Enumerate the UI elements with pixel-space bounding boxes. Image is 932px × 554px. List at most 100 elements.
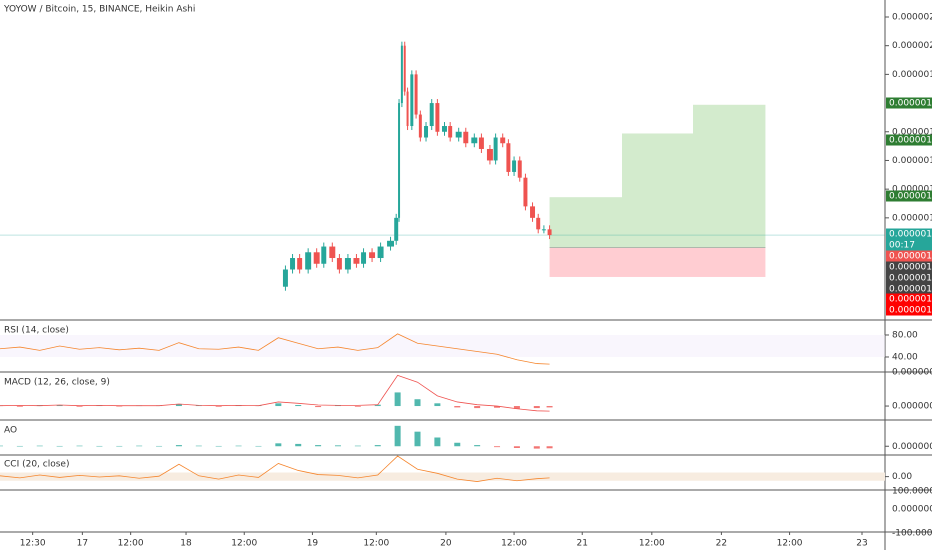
y-tick-label: 0.00000000 — [892, 402, 932, 412]
macd-bar — [494, 406, 501, 408]
candle — [442, 126, 447, 132]
macd-bar — [215, 406, 222, 407]
x-tick-label: 20 — [440, 539, 452, 549]
ao-bar — [36, 445, 43, 447]
macd-bar — [374, 404, 381, 407]
candle — [448, 126, 453, 138]
ao-bar — [195, 445, 202, 447]
y-tick-label: 80.00 — [892, 330, 918, 340]
x-tick-label: 12:00 — [501, 539, 527, 549]
ao-bar — [96, 445, 103, 447]
ao-bar — [0, 445, 3, 447]
ao-bar — [235, 445, 242, 447]
price-label: 0.00000167 — [889, 230, 932, 240]
price-label: 0.00000167 — [889, 252, 932, 262]
ao-bar — [354, 445, 361, 447]
x-tick-label: 12:00 — [231, 539, 257, 549]
candle — [282, 269, 288, 287]
macd-bar — [16, 406, 23, 407]
candle — [406, 91, 409, 127]
candle — [435, 103, 440, 132]
x-tick-label: 23 — [856, 539, 867, 549]
candle — [387, 240, 395, 247]
price-label-box — [886, 97, 932, 109]
y-tick-label: 0.00000010 — [892, 368, 932, 378]
macd-bar — [474, 406, 481, 409]
ao-bar — [295, 443, 302, 447]
macd-bar — [275, 403, 282, 407]
y-tick-label: 0.00000185 — [892, 127, 932, 137]
candle — [463, 131, 469, 144]
cci-line — [0, 455, 550, 482]
target-zone — [693, 104, 766, 248]
candle — [512, 160, 517, 172]
price-label-box — [886, 134, 932, 146]
ao-bar — [414, 431, 421, 447]
price-label: 00:17 — [889, 241, 915, 251]
price-label: 0.00000165 — [889, 274, 932, 284]
y-tick-label: 0.00000170 — [892, 213, 932, 223]
y-tick-label: 100.00000000 — [892, 487, 932, 497]
rsi-band — [0, 334, 885, 357]
candle — [523, 177, 528, 207]
ao-bar — [56, 445, 63, 447]
macd-bar — [56, 405, 63, 407]
y-tick-label: 40.00 — [892, 352, 918, 362]
candle — [541, 229, 546, 231]
pane-title: CCI (20, close) — [4, 460, 69, 470]
candle — [547, 229, 552, 236]
pane-title: MACD (12, 26, close, 9) — [4, 378, 110, 388]
x-tick-label: 12:00 — [363, 539, 389, 549]
y-tick-label: 0.00000000 — [892, 505, 932, 515]
ao-bar — [175, 445, 182, 447]
price-label: 0.00000160 — [889, 306, 932, 316]
price-label: 0.00000174 — [889, 192, 932, 202]
candle — [536, 217, 541, 230]
candle — [329, 246, 336, 259]
macd-bar — [315, 406, 322, 408]
ao-bar — [156, 445, 163, 447]
candle — [403, 45, 406, 92]
x-tick-label: 12:00 — [639, 539, 665, 549]
candle — [517, 160, 522, 178]
x-tick-label: 18 — [180, 539, 192, 549]
chart-title: YOYOW / Bitcoin, 15, BINANCE, Heikin Ash… — [3, 5, 195, 15]
ao-bar — [374, 445, 381, 447]
x-tick-label: 12:00 — [118, 539, 144, 549]
price-label-box — [886, 190, 932, 202]
candle — [394, 217, 399, 241]
x-tick-label: 21 — [577, 539, 588, 549]
y-tick-label: 0.00000175 — [892, 185, 932, 195]
macd-bar — [414, 399, 421, 407]
candle — [321, 246, 327, 264]
candle — [361, 252, 367, 264]
candle — [313, 252, 320, 264]
candle — [369, 252, 376, 259]
ao-bar — [334, 445, 341, 447]
y-tick-label: 0.00000000 — [892, 442, 932, 452]
ao-bar — [315, 445, 322, 447]
candle — [471, 137, 478, 144]
ao-bar — [394, 425, 401, 447]
rsi-line — [0, 333, 550, 365]
x-tick-label: 22 — [716, 539, 727, 549]
macd-bar — [533, 406, 540, 409]
ao-bar — [546, 446, 553, 449]
ao-bar — [215, 445, 222, 447]
candle — [478, 137, 484, 149]
macd-bar — [434, 403, 441, 407]
x-tick-label: 17 — [77, 539, 88, 549]
candle — [410, 74, 414, 127]
candle — [290, 258, 296, 270]
y-tick-label: -100.00000000 — [892, 529, 932, 539]
candle — [429, 103, 434, 127]
price-label-box — [886, 228, 932, 240]
macd-bar — [116, 406, 123, 407]
candle — [506, 143, 511, 172]
pane-title: RSI (14, close) — [4, 326, 69, 336]
ao-bar — [116, 445, 123, 447]
price-label: 0.00000190 — [889, 99, 932, 109]
candle — [336, 258, 342, 270]
